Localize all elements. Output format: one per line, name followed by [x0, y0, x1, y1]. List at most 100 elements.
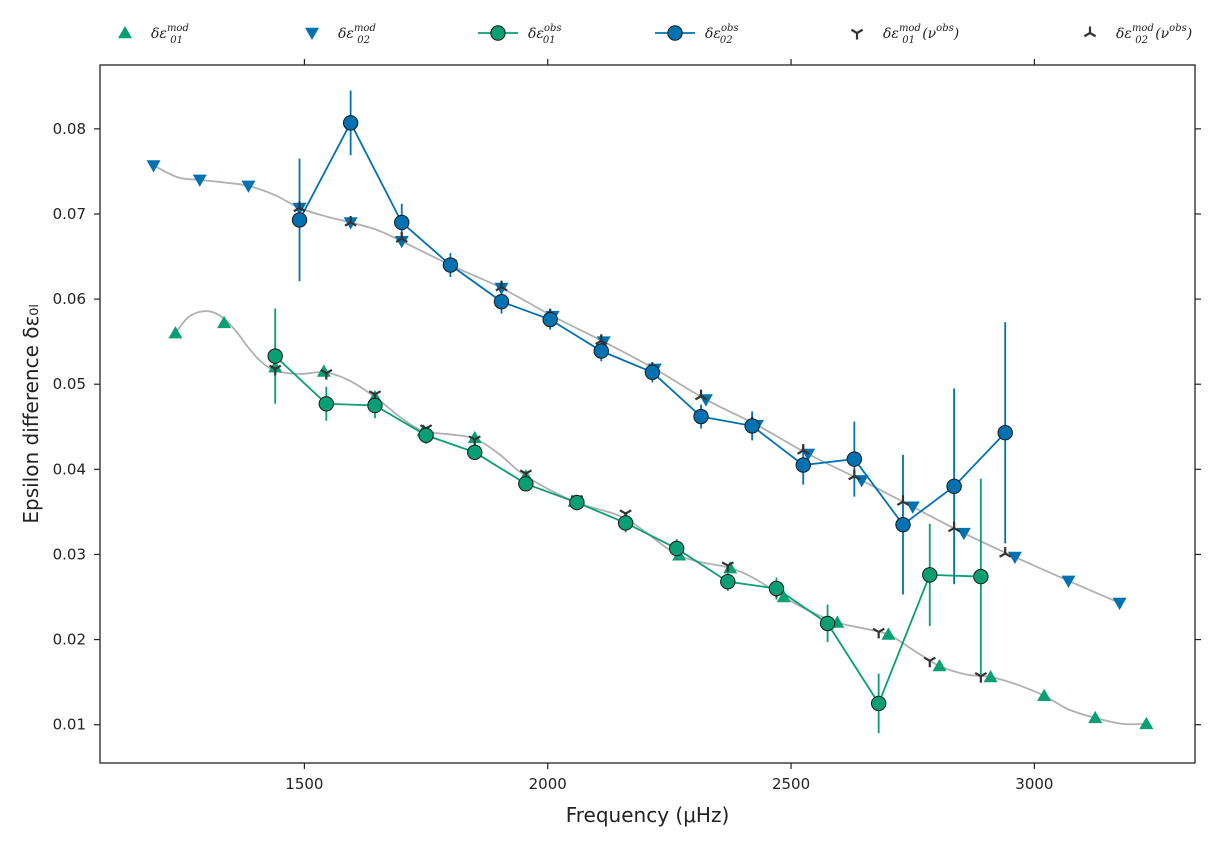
x-tick-label: 2500: [772, 775, 810, 793]
obs02-line: [298, 120, 1006, 526]
int02-point-arm: [896, 500, 904, 506]
obs02-point: [493, 293, 510, 310]
int02-point: [999, 547, 1012, 558]
int01-point-arm: [929, 656, 936, 662]
mod02-point: [956, 527, 971, 541]
legend-base: δε: [705, 26, 721, 42]
obs02-point: [946, 478, 962, 495]
int02-point: [797, 444, 810, 455]
int01-point-arm: [320, 368, 327, 375]
obs02-point: [593, 343, 609, 359]
int02-point-arm: [350, 221, 357, 227]
y-tick-label: 0.05: [53, 375, 86, 393]
legend-item-mod01: δεmod 01: [118, 23, 189, 46]
obs01-point: [669, 540, 685, 557]
legend-base: δε: [151, 26, 167, 42]
mod02-point: [494, 282, 509, 296]
legend-sub: 02: [1135, 35, 1148, 46]
int02-point-arm: [853, 475, 861, 481]
int02-point-arm: [500, 286, 508, 292]
obs02-point: [693, 408, 709, 425]
legend-marker-arm: [1089, 32, 1097, 38]
legend-item-int01: δεmod 01 (νobs): [850, 23, 959, 46]
obs01-point: [617, 515, 634, 531]
legend-label: δεmod 01 (νobs): [883, 23, 959, 46]
int02-point-arm: [298, 207, 306, 213]
obs02-point: [442, 257, 459, 273]
mod02-point: [1007, 551, 1022, 565]
obs02-point: [342, 115, 359, 131]
legend-label: δεobs 02: [705, 23, 739, 46]
y-tick-label: 0.07: [53, 205, 86, 223]
int01-point: [872, 627, 885, 639]
mod01-point: [776, 590, 791, 603]
int01-point-arm: [374, 390, 382, 396]
int01-point-arm: [468, 435, 476, 441]
mod01-point: [268, 360, 283, 373]
int02-point: [495, 280, 508, 292]
legend-base: δε: [883, 26, 899, 42]
mod02-point: [1112, 597, 1127, 610]
int01-point-arm: [872, 627, 880, 633]
int02-point-arm: [953, 527, 961, 533]
mod01-point: [1139, 716, 1154, 730]
int02-point: [595, 334, 608, 345]
int01-point-arm: [474, 435, 481, 441]
legend-sup: mod: [167, 23, 189, 34]
legend-base: δε: [528, 26, 544, 42]
mod01-point: [168, 326, 183, 339]
obs01-point: [518, 476, 534, 492]
int02-point: [896, 495, 910, 506]
x-tick-label: 3000: [1015, 775, 1053, 793]
obs01-point: [418, 427, 434, 443]
obs02-point: [644, 364, 661, 380]
int01-point: [974, 671, 988, 683]
int02-point-arm: [694, 395, 702, 401]
obs02-point: [291, 212, 308, 228]
obs02-point: [795, 457, 811, 473]
legend-label: δεmod 02 (νobs): [1116, 23, 1192, 46]
plot-frame: [99, 64, 1196, 764]
int02-point-arm: [802, 449, 810, 455]
legend-sub: 02: [357, 35, 370, 46]
int01-point-arm: [974, 671, 982, 678]
obs02-point: [542, 311, 558, 328]
legend-item-obs02: δεobs 02: [655, 23, 739, 46]
curve02-line: [153, 164, 1120, 604]
int01-point: [320, 368, 333, 380]
legend-suffix-end: ): [1186, 26, 1192, 42]
legend-marker: [305, 27, 319, 40]
int02-point-arm: [495, 286, 503, 292]
x-axis-label: Frequency (μHz): [566, 803, 730, 827]
int02-point-arm: [595, 339, 602, 345]
y-axis-label: Epsilon difference δε₀ₗ: [19, 304, 43, 523]
mod01-point: [1037, 688, 1052, 702]
legend-marker-arm: [856, 28, 864, 34]
legend-marker-arm: [1083, 32, 1091, 38]
legend: δεmod 01 δεmod 02 δεobs 01 δεobs 02 δεmod 01 (νobs…: [118, 23, 1192, 46]
y-tick-label: 0.08: [53, 120, 86, 138]
legend-label: δεmod 02: [338, 23, 376, 46]
legend-suffix: (ν: [922, 26, 936, 42]
y-tick-label: 0.02: [53, 631, 86, 649]
legend-item-obs01: δεobs 01: [478, 23, 562, 46]
obs01-point: [569, 494, 585, 511]
legend-base: δε: [338, 26, 354, 42]
x-tick-label: 1500: [285, 775, 323, 793]
legend-label: δεmod 01: [151, 23, 189, 46]
mod02-point: [192, 174, 207, 187]
legend-marker: [118, 26, 132, 39]
int01-point-arm: [625, 509, 632, 515]
int02-point: [947, 521, 961, 533]
x-axis-ticks: 1500 2000 2500 3000: [285, 59, 1053, 793]
legend-sub: 01: [170, 35, 183, 46]
obs01-point: [267, 348, 283, 364]
series-lines: [274, 120, 1006, 706]
int01-point-arm: [525, 469, 533, 475]
y-tick-label: 0.03: [53, 545, 86, 563]
obs02-point: [394, 214, 410, 231]
legend-sup: mod: [1132, 23, 1154, 34]
obs02-point: [997, 425, 1013, 441]
int02-point-arm: [395, 237, 403, 243]
legend-suffix-sup: obs: [936, 23, 954, 34]
